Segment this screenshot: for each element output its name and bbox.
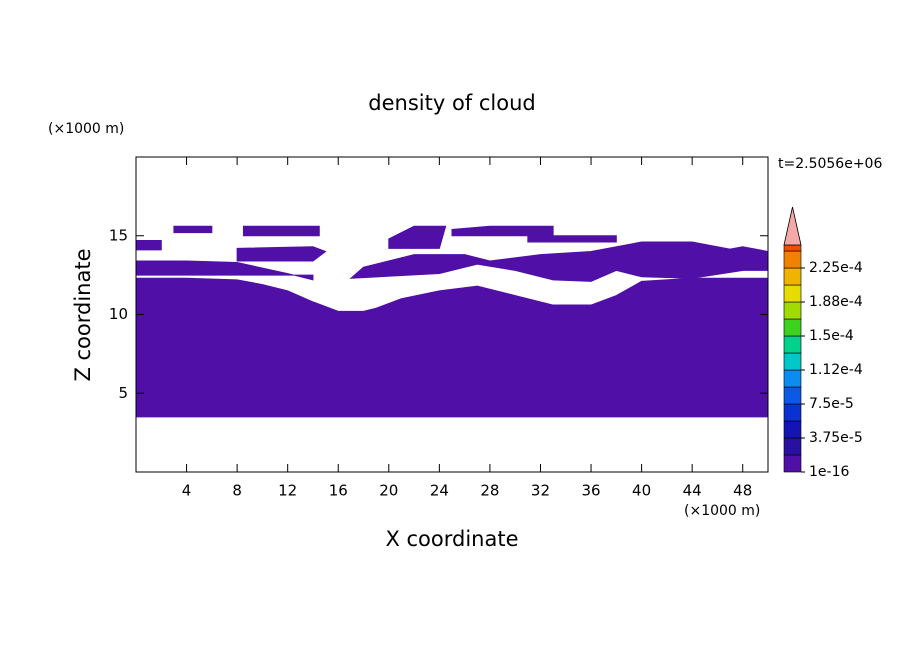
colorbar-bin <box>783 369 802 388</box>
x-tick-label: 24 <box>430 482 449 500</box>
x-tick-label: 32 <box>531 482 550 500</box>
colorbar-bin <box>783 352 802 371</box>
time-label: t=2.5056e+06 <box>778 156 882 172</box>
x-tick-label: 36 <box>581 482 600 500</box>
colorbar-bin <box>783 420 802 439</box>
x-tick-label: 44 <box>683 482 702 500</box>
contour-region <box>527 235 617 243</box>
x-tick-label: 40 <box>632 482 651 500</box>
contour-region <box>242 225 320 237</box>
y-unit: (×1000 m) <box>48 121 124 137</box>
colorbar-label: 7.5e-5 <box>809 396 854 412</box>
colorbar-bin <box>783 301 802 320</box>
x-unit: (×1000 m) <box>684 503 760 519</box>
x-tick-label: 48 <box>733 482 752 500</box>
colorbar-label: 1.88e-4 <box>809 294 863 310</box>
y-tick-label: 5 <box>118 384 128 402</box>
contour-region <box>388 225 447 249</box>
colorbar-bin <box>783 403 802 422</box>
colorbar-label: 2.25e-4 <box>809 260 863 276</box>
colorbar-bin <box>783 250 802 269</box>
colorbar-bin <box>783 335 802 354</box>
contour-region <box>135 277 769 418</box>
x-tick-label: 28 <box>480 482 499 500</box>
colorbar-bin <box>783 284 802 303</box>
x-tick-label: 8 <box>232 482 242 500</box>
colorbar-label: 3.75e-5 <box>809 430 863 446</box>
colorbar-bin <box>783 267 802 286</box>
contour-region <box>451 225 554 237</box>
colorbar-bin <box>783 454 802 473</box>
colorbar-label: 1.12e-4 <box>809 362 863 378</box>
y-tick-label: 15 <box>109 226 128 244</box>
colorbar-label: 1e-16 <box>809 464 849 480</box>
contour-region <box>135 239 162 251</box>
colorbar-bin <box>783 318 802 337</box>
colorbar-bin <box>783 437 802 456</box>
contour-region <box>173 225 213 234</box>
colorbar-label: 1.5e-4 <box>809 328 854 344</box>
colorbar-over <box>783 206 802 246</box>
chart-title: density of cloud <box>368 91 535 115</box>
x-axis-label: X coordinate <box>385 527 518 551</box>
y-tick-label: 10 <box>109 305 128 323</box>
colorbar-bin <box>783 244 802 252</box>
contour-region <box>135 260 314 281</box>
x-tick-label: 4 <box>182 482 192 500</box>
x-tick-label: 20 <box>379 482 398 500</box>
x-tick-label: 12 <box>278 482 297 500</box>
colorbar-bin <box>783 386 802 405</box>
y-axis-label: Z coordinate <box>71 248 95 381</box>
contour-region <box>236 246 327 262</box>
x-tick-label: 16 <box>329 482 348 500</box>
